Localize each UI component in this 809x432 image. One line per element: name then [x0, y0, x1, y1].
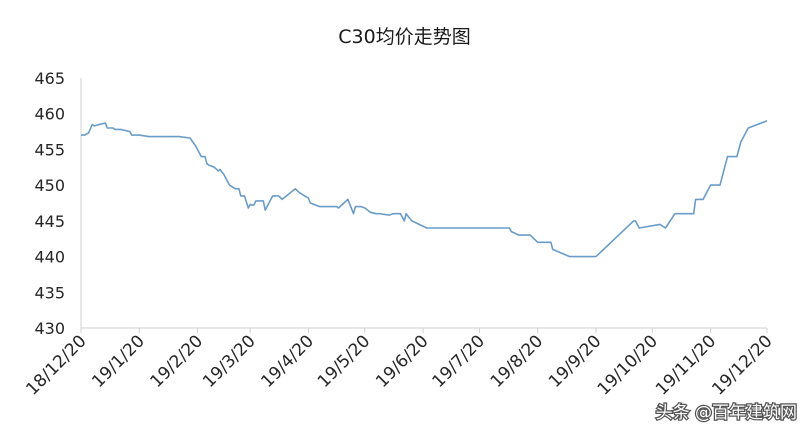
x-tick-label: 19/7/20: [428, 331, 488, 391]
x-tick-label: 19/4/20: [257, 331, 317, 391]
x-tick-label: 19/1/20: [88, 331, 148, 391]
series-line: [81, 120, 768, 258]
x-tick-label: 19/6/20: [372, 331, 432, 391]
x-tick-label: 18/12/20: [22, 331, 90, 399]
x-tick-label: 19/3/20: [199, 331, 259, 391]
x-tick-label: 19/12/20: [708, 331, 776, 399]
chart-title: C30均价走势图: [338, 26, 471, 48]
x-tick-label: 19/5/20: [314, 331, 374, 391]
y-tick-label: 430: [34, 319, 65, 338]
y-tick-label: 435: [34, 283, 65, 302]
y-tick-label: 465: [34, 69, 65, 88]
y-tick-label: 455: [34, 140, 65, 159]
y-tick-label: 460: [34, 105, 65, 124]
x-tick-label: 19/2/20: [147, 331, 207, 391]
watermark-text: 头条 @百年建筑网: [656, 403, 797, 423]
y-tick-label: 450: [34, 176, 65, 195]
y-tick-label: 445: [34, 212, 65, 231]
x-tick-label: 19/10/20: [594, 331, 662, 399]
y-tick-label: 440: [34, 248, 65, 267]
x-tick-label: 19/8/20: [487, 331, 547, 391]
x-tick-label: 19/11/20: [652, 331, 720, 399]
